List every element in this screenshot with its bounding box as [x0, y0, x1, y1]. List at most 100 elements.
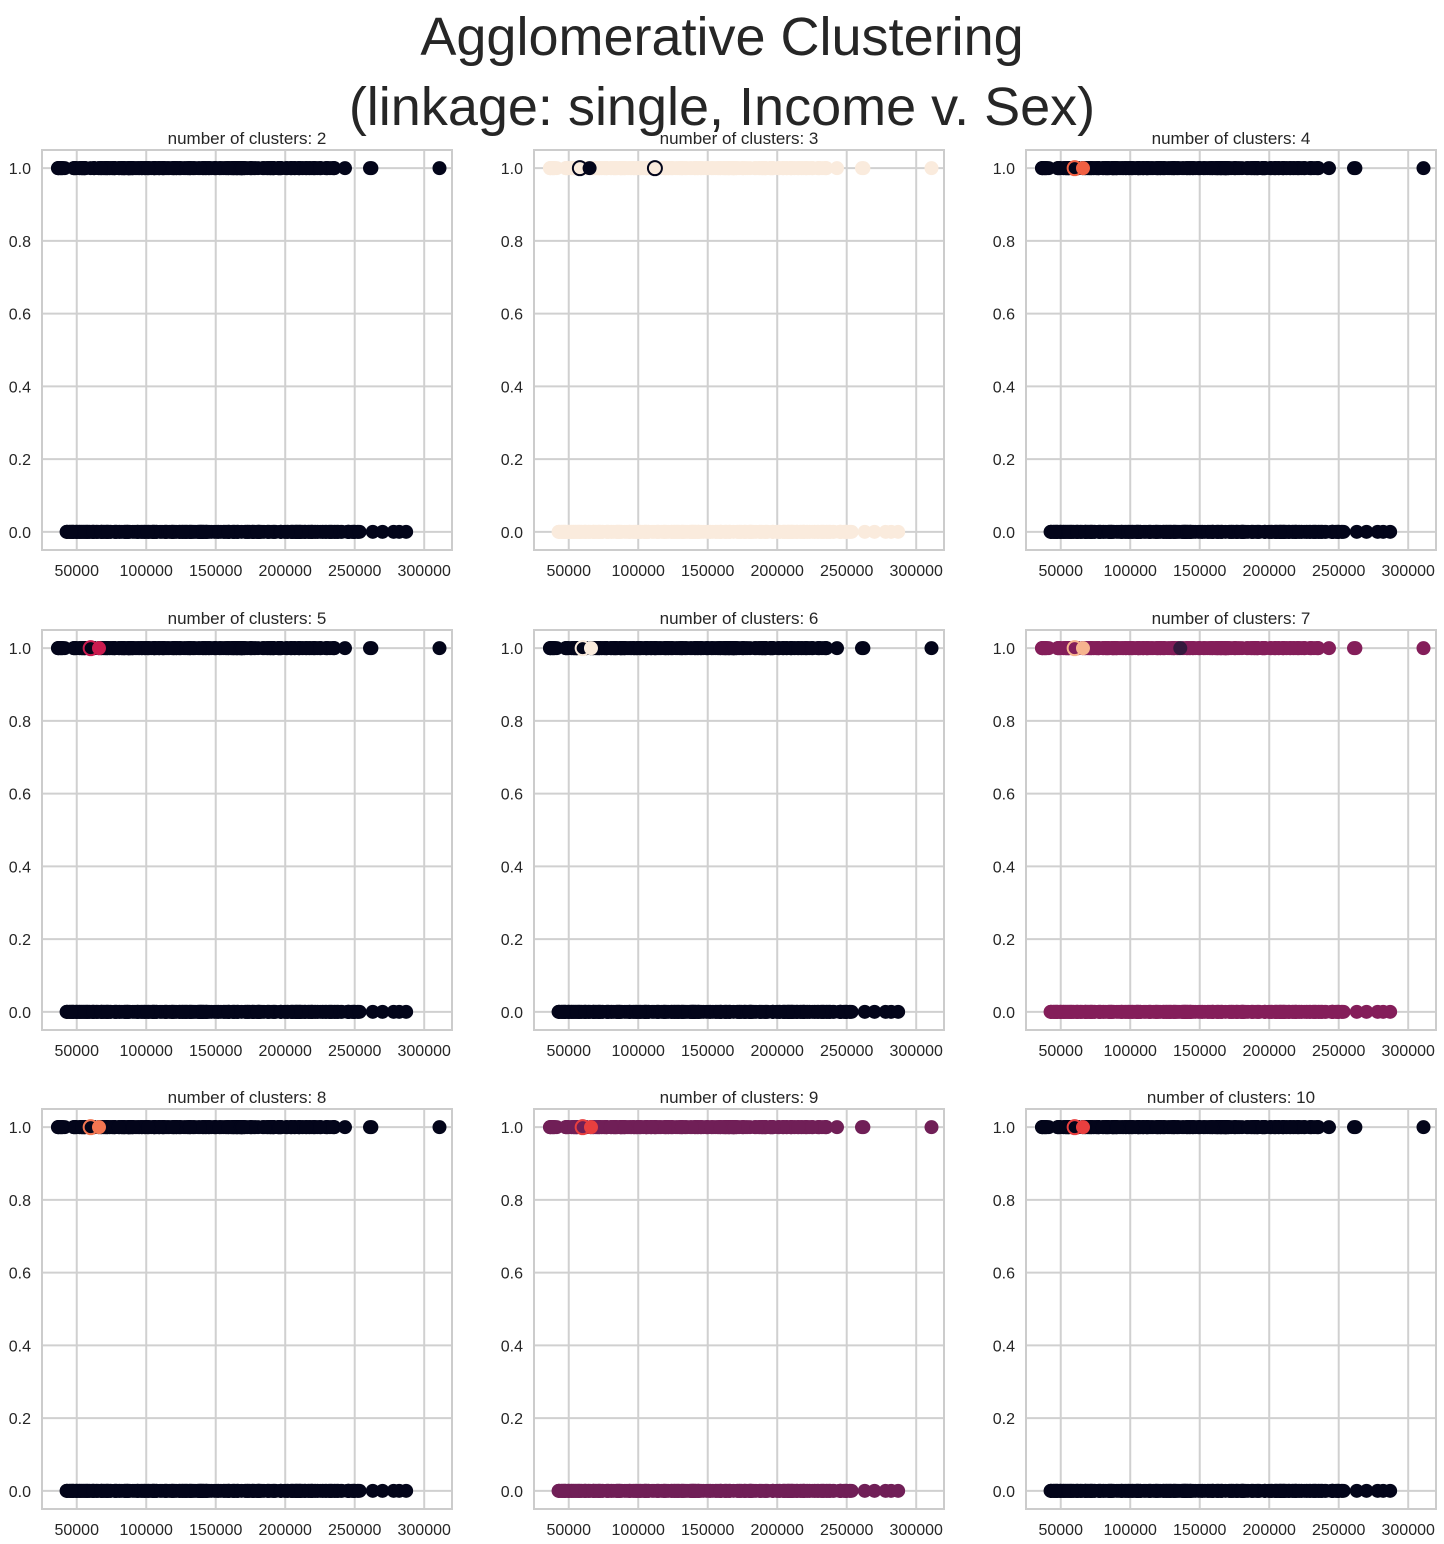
- data-point: [632, 524, 647, 539]
- data-point: [1205, 524, 1220, 539]
- data-point: [749, 1120, 764, 1135]
- data-point: [432, 1120, 447, 1135]
- data-point: [1336, 1004, 1351, 1019]
- data-point: [182, 641, 197, 656]
- data-point: [1383, 524, 1398, 539]
- data-point: [764, 1120, 779, 1135]
- x-tick-label: 150000: [189, 563, 242, 580]
- x-tick-label: 50000: [546, 1043, 591, 1060]
- data-point: [141, 641, 156, 656]
- data-point: [727, 161, 742, 176]
- data-point: [811, 1004, 826, 1019]
- subplot-title: number of clusters: 10: [1147, 1088, 1315, 1107]
- figure-title-line-1: Agglomerative Clustering: [420, 7, 1024, 67]
- data-point: [856, 1120, 871, 1135]
- data-point: [1234, 524, 1249, 539]
- data-point: [857, 1004, 872, 1019]
- data-point: [829, 1120, 844, 1135]
- data-point: [800, 524, 815, 539]
- data-point: [1205, 1004, 1220, 1019]
- data-point: [727, 641, 742, 656]
- data-point: [375, 1004, 390, 1019]
- x-tick-label: 300000: [1382, 1522, 1435, 1539]
- data-point: [280, 1004, 295, 1019]
- data-point: [364, 641, 379, 656]
- data-point: [1256, 641, 1271, 656]
- data-point: [432, 641, 447, 656]
- highlight-point: [91, 641, 106, 656]
- data-point: [75, 161, 90, 176]
- data-point: [667, 524, 682, 539]
- x-tick-label: 50000: [546, 1522, 591, 1539]
- data-point: [1303, 1004, 1318, 1019]
- data-point: [713, 1483, 728, 1498]
- data-point: [726, 1004, 741, 1019]
- data-point: [592, 524, 607, 539]
- data-point: [1150, 161, 1165, 176]
- data-point: [1038, 161, 1053, 176]
- data-point: [555, 1483, 570, 1498]
- data-point: [764, 641, 779, 656]
- data-point: [250, 524, 265, 539]
- data-point: [308, 524, 323, 539]
- data-point: [667, 1004, 682, 1019]
- data-point: [844, 1004, 859, 1019]
- data-point: [804, 1120, 819, 1135]
- subplot-title: number of clusters: 2: [168, 129, 327, 148]
- x-tick-label: 100000: [612, 1522, 665, 1539]
- y-tick-label: 0.0: [501, 525, 523, 542]
- y-tick-label: 0.6: [993, 307, 1015, 324]
- y-tick-label: 0.0: [501, 1484, 523, 1501]
- y-tick-label: 0.2: [993, 452, 1015, 469]
- y-tick-label: 0.0: [9, 1484, 31, 1501]
- y-tick-label: 0.0: [993, 1005, 1015, 1022]
- x-tick-label: 200000: [751, 1522, 804, 1539]
- subplot-title: number of clusters: 6: [660, 609, 819, 628]
- data-point: [126, 161, 141, 176]
- y-tick-label: 0.2: [993, 1411, 1015, 1428]
- data-point: [234, 524, 249, 539]
- y-tick-label: 0.8: [501, 714, 523, 731]
- figure-title: Agglomerative Clustering (linkage: singl…: [0, 2, 1444, 142]
- data-point: [1205, 641, 1220, 656]
- data-point: [260, 524, 275, 539]
- data-point: [175, 1004, 190, 1019]
- data-point: [312, 641, 327, 656]
- x-tick-label: 50000: [546, 563, 591, 580]
- y-tick-label: 0.4: [993, 859, 1015, 876]
- data-point: [632, 1483, 647, 1498]
- data-point: [592, 1004, 607, 1019]
- subplot-title: number of clusters: 7: [1152, 609, 1311, 628]
- data-point: [364, 161, 379, 176]
- y-tick-label: 0.6: [993, 1266, 1015, 1283]
- data-point: [166, 1120, 181, 1135]
- data-point: [1124, 524, 1139, 539]
- x-tick-label: 200000: [751, 563, 804, 580]
- data-point: [175, 1483, 190, 1498]
- data-point: [772, 1004, 787, 1019]
- data-point: [140, 1004, 155, 1019]
- plot-frame: [41, 629, 453, 1031]
- data-point: [221, 1120, 236, 1135]
- data-point: [325, 1120, 340, 1135]
- data-point: [111, 161, 126, 176]
- data-point: [1296, 161, 1311, 176]
- x-tick-label: 150000: [681, 563, 734, 580]
- y-tick-label: 0.0: [501, 1005, 523, 1022]
- y-tick-label: 0.8: [993, 234, 1015, 251]
- x-tick-label: 300000: [1382, 1043, 1435, 1060]
- data-point: [54, 1120, 69, 1135]
- y-tick-label: 0.8: [993, 714, 1015, 731]
- data-point: [891, 1483, 906, 1498]
- data-point: [603, 161, 618, 176]
- data-point: [63, 1004, 78, 1019]
- x-tick-label: 100000: [120, 563, 173, 580]
- data-point: [844, 1483, 859, 1498]
- x-tick-label: 300000: [890, 1522, 943, 1539]
- data-point: [618, 1120, 633, 1135]
- data-point: [674, 641, 689, 656]
